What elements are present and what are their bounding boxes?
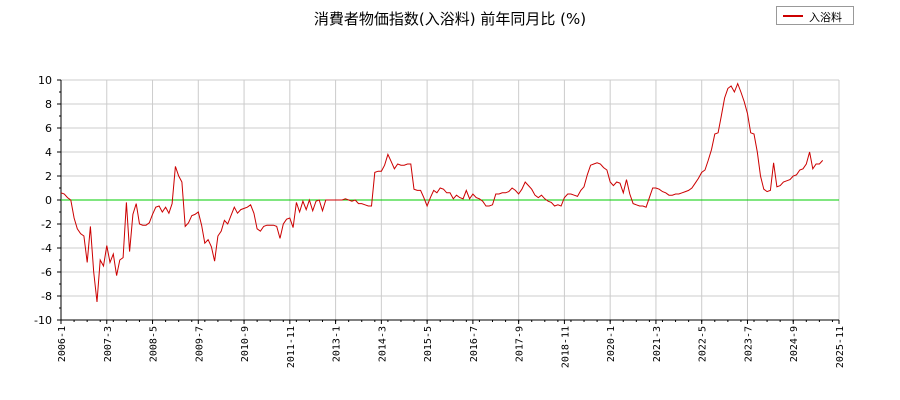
y-tick-label: 0 xyxy=(45,194,52,207)
x-tick-label: 2024-9 xyxy=(789,326,800,362)
y-tick-label: -6 xyxy=(41,266,52,279)
x-tick-label: 2023-7 xyxy=(743,326,754,362)
x-tick-label: 2016-7 xyxy=(469,326,480,362)
chart-title: 消費者物価指数(入浴料) 前年同月比 (%) xyxy=(313,10,587,28)
x-tick-label: 2013-1 xyxy=(332,326,343,362)
y-tick-label: 8 xyxy=(45,98,52,111)
y-tick-label: -2 xyxy=(41,218,52,231)
x-tick-label: 2020-1 xyxy=(606,326,617,362)
y-tick-label: -4 xyxy=(41,242,52,255)
x-tick-label: 2014-3 xyxy=(377,326,388,362)
y-tick-label: 10 xyxy=(38,74,52,87)
x-tick-label: 2025-11 xyxy=(835,326,846,368)
legend: 入浴料 xyxy=(776,6,854,25)
legend-label: 入浴料 xyxy=(809,11,842,24)
x-tick-label: 2009-7 xyxy=(194,326,205,362)
legend-swatch xyxy=(783,15,803,17)
y-tick-label: 2 xyxy=(45,170,52,183)
series-line xyxy=(60,82,824,303)
x-tick-label: 2018-11 xyxy=(560,326,571,368)
x-tick-label: 2007-3 xyxy=(103,326,114,362)
x-tick-label: 2011-11 xyxy=(286,326,297,368)
y-tick-label: -8 xyxy=(41,290,52,303)
x-tick-label: 2022-5 xyxy=(698,326,709,362)
y-tick-label: 4 xyxy=(45,146,52,159)
y-tick-label: -10 xyxy=(34,314,52,327)
x-tick-label: 2015-5 xyxy=(423,326,434,362)
x-tick-label: 2010-9 xyxy=(240,326,251,362)
x-tick-label: 2008-5 xyxy=(149,326,160,362)
y-tick-label: 6 xyxy=(45,122,52,135)
x-tick-label: 2021-3 xyxy=(652,326,663,362)
x-tick-label: 2006-1 xyxy=(57,326,68,362)
x-tick-label: 2017-9 xyxy=(515,326,526,362)
